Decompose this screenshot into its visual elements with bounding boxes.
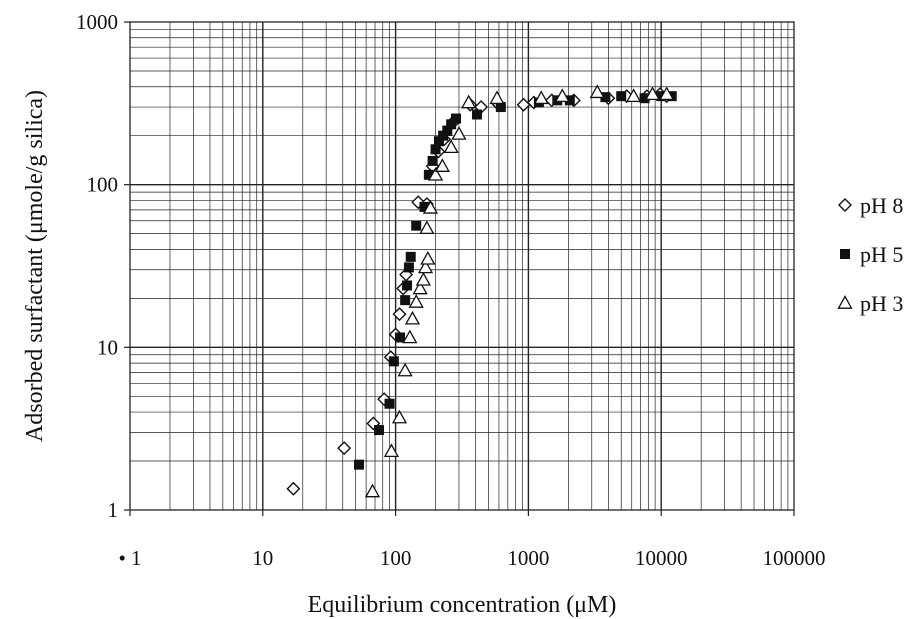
data-point-ph5: [564, 95, 575, 106]
data-point-ph3: [383, 443, 400, 458]
x-tick-label: 10000: [635, 546, 688, 570]
data-point-ph5: [442, 125, 453, 136]
data-point-ph3: [589, 84, 605, 99]
data-point-ph5: [451, 113, 462, 124]
data-point-ph5: [495, 102, 506, 113]
data-point-ph3: [419, 220, 435, 235]
data-point-ph5: [471, 109, 482, 120]
data-point-ph3: [391, 409, 408, 424]
data-point-ph3: [554, 88, 570, 103]
data-point-ph5: [433, 136, 444, 147]
data-point-ph5: [427, 155, 438, 166]
x-tick-label: 10: [252, 546, 273, 570]
data-point-ph3: [427, 166, 444, 181]
data-point-ph3: [434, 158, 450, 172]
data-point-ph3: [408, 294, 424, 308]
data-point-ph5: [384, 398, 395, 409]
data-point-ph3: [533, 90, 549, 105]
data-point-ph5: [600, 92, 611, 103]
data-point-ph5: [411, 220, 422, 231]
x-tick-label: 1000: [507, 546, 549, 570]
y-axis-label: Adsorbed surfactant (μmole/g silica): [22, 90, 48, 442]
grid: [124, 21, 795, 516]
data-point-ph5: [423, 169, 434, 180]
x-tick-label: 100000: [763, 546, 826, 570]
data-point-ph5: [616, 91, 627, 102]
legend: pH 8 pH 5 pH 3: [837, 193, 903, 316]
data-point-ph3: [415, 271, 432, 286]
y-tick-label: 1000: [76, 10, 118, 34]
data-point-ph5: [403, 262, 414, 273]
data-point-ph3: [364, 483, 381, 498]
data-point-ph5: [405, 251, 416, 262]
data-point-ph3: [626, 88, 642, 103]
data-point-ph3: [417, 259, 434, 274]
data-point-ph5: [446, 119, 457, 130]
data-point-ph3: [404, 310, 421, 325]
legend-label-ph3: pH 3: [860, 291, 903, 316]
data-point-ph8: [337, 441, 352, 456]
x-axis-label: Equilibrium concentration (μM): [308, 592, 617, 618]
legend-marker-ph8: [838, 198, 852, 212]
data-point-ph5: [419, 201, 430, 212]
y-tick-label: 10: [97, 335, 118, 359]
data-point-ph5: [395, 332, 406, 343]
y-tick-label: 1: [108, 498, 119, 522]
data-point-ph5: [353, 459, 364, 470]
legend-marker-ph5: [840, 249, 850, 259]
data-point-ph8: [286, 481, 301, 496]
tick-labels: • 1 10 100 1000 10000 100000 1 10 100 1000: [76, 10, 826, 570]
data-point-ph3: [397, 362, 413, 377]
data-point-ph3: [412, 280, 428, 295]
x-tick-label: 100: [380, 546, 412, 570]
data-point-ph8: [392, 307, 407, 322]
data-point-ph3: [489, 90, 505, 105]
legend-label-ph8: pH 8: [860, 193, 903, 218]
data-point-ph5: [374, 425, 385, 436]
data-point-ph5: [639, 93, 650, 104]
data-point-ph3: [644, 86, 661, 101]
data-markers: [286, 84, 677, 498]
x-tick-label: • 1: [118, 546, 141, 570]
y-tick-label: 100: [87, 173, 119, 197]
data-point-ph5: [402, 280, 413, 291]
data-point-ph5: [430, 144, 441, 155]
data-point-ph5: [388, 356, 399, 367]
data-point-ph3: [402, 329, 418, 344]
legend-label-ph5: pH 5: [860, 242, 903, 267]
data-point-ph5: [656, 91, 667, 102]
data-point-ph5: [400, 295, 411, 306]
data-point-ph3: [443, 139, 459, 154]
legend-marker-ph3: [837, 295, 853, 309]
data-point-ph3: [659, 86, 675, 101]
data-point-ph3: [451, 126, 467, 140]
data-point-ph3: [420, 250, 436, 265]
data-point-ph5: [438, 130, 449, 141]
plot-frame: [129, 21, 795, 511]
data-point-ph3: [422, 200, 439, 214]
data-point-ph3: [461, 94, 477, 109]
